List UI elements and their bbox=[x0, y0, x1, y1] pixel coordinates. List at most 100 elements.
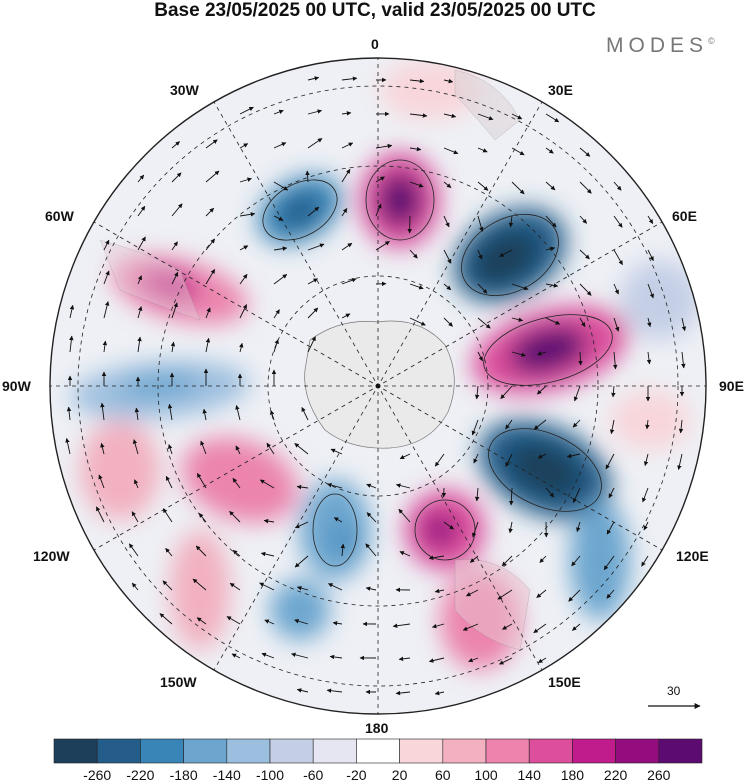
wind-arrow bbox=[235, 404, 241, 421]
wind-arrow bbox=[137, 275, 142, 285]
longitude-label-150w: 150W bbox=[160, 674, 197, 690]
anomaly-blob bbox=[422, 512, 458, 548]
wind-arrow bbox=[301, 406, 309, 421]
colorbar-tick-label: 100 bbox=[474, 767, 498, 783]
wind-arrow bbox=[499, 249, 513, 257]
longitude-label-30e: 30E bbox=[548, 82, 573, 98]
wind-arrow bbox=[259, 479, 275, 489]
wind-arrow bbox=[239, 245, 249, 251]
wind-arrow bbox=[643, 453, 649, 467]
wind-arrow bbox=[511, 317, 524, 322]
wind-arrow bbox=[327, 583, 343, 591]
wind-arrow bbox=[239, 273, 248, 285]
wind-arrow bbox=[296, 484, 309, 490]
wind-arrow bbox=[296, 688, 309, 693]
wind-arrow bbox=[392, 623, 411, 628]
south-america-landmass bbox=[99, 239, 201, 321]
wind-arrow bbox=[137, 236, 146, 251]
wind-arrow bbox=[261, 652, 275, 659]
colorbar-tick-label: -20 bbox=[346, 767, 366, 783]
anomaly-blob bbox=[507, 442, 583, 498]
wind-arrow bbox=[573, 385, 581, 402]
wind-arrow bbox=[340, 543, 346, 557]
wind-arrow bbox=[171, 141, 180, 149]
wind-arrow bbox=[229, 510, 241, 523]
colorbar-box bbox=[485, 738, 530, 764]
wind-arrow bbox=[365, 586, 377, 591]
wind-arrow bbox=[474, 487, 480, 502]
wind-arrow bbox=[131, 511, 139, 523]
wind-arrow bbox=[533, 419, 547, 430]
wind-arrow bbox=[171, 172, 182, 183]
wind-arrow bbox=[294, 555, 309, 568]
wind-arrow bbox=[305, 170, 310, 183]
wind-arrow bbox=[443, 147, 459, 155]
wind-arrow bbox=[395, 690, 411, 696]
brand-text: MODES bbox=[606, 34, 709, 57]
wind-arrow bbox=[677, 453, 683, 471]
wind-arrow bbox=[167, 403, 173, 421]
latitude-circle bbox=[77, 85, 679, 687]
colorbar-tick-label: 260 bbox=[647, 767, 671, 783]
wind-arrow bbox=[545, 147, 554, 154]
wind-arrow bbox=[398, 656, 411, 662]
wind-arrow bbox=[536, 351, 547, 356]
wind-arrow bbox=[327, 482, 343, 489]
wind-arrow bbox=[579, 147, 591, 157]
longitude-label-60w: 60W bbox=[45, 208, 74, 224]
wind-arrow bbox=[578, 351, 583, 366]
wind-arrow bbox=[307, 307, 319, 319]
wind-arrow bbox=[642, 487, 649, 503]
wind-arrow bbox=[613, 181, 622, 191]
wind-arrow bbox=[508, 215, 514, 228]
wind-arrow bbox=[477, 215, 484, 232]
wind-arrow bbox=[474, 385, 480, 400]
colorbar-ticks: -260 -220 -180 -140 -100 -60 -20 20 60 100 140 180 2… bbox=[83, 767, 671, 783]
wind-arrow bbox=[647, 317, 652, 328]
wind-arrow bbox=[477, 351, 483, 362]
wind-arrow bbox=[171, 302, 178, 319]
colorbar-boxes bbox=[53, 738, 703, 764]
longitude-label-90e: 90E bbox=[719, 378, 744, 394]
wind-arrow bbox=[505, 453, 513, 467]
wind-arrow bbox=[477, 147, 488, 153]
wind-arrow bbox=[579, 317, 586, 328]
colorbar: -260 -220 -180 -140 -100 -60 -20 20 60 100 140 180 2… bbox=[53, 738, 703, 783]
wind-arrow bbox=[294, 619, 309, 625]
wind-arrow bbox=[326, 688, 343, 693]
wind-arrow bbox=[291, 652, 309, 659]
wind-arrow bbox=[263, 518, 275, 524]
wind-arrow bbox=[235, 445, 241, 455]
wind-arrow bbox=[260, 551, 275, 557]
wind-arrow bbox=[579, 283, 592, 296]
anomaly-blob bbox=[620, 260, 700, 340]
wind-arrow bbox=[100, 442, 105, 455]
wind-arrow bbox=[511, 283, 529, 291]
longitude-label-0: 0 bbox=[371, 36, 379, 52]
wind-arrow bbox=[477, 113, 494, 121]
wind-arrow bbox=[168, 444, 173, 455]
wind-arrow bbox=[239, 106, 254, 115]
wind-arrow bbox=[239, 177, 252, 183]
colorbar-tick-label: -60 bbox=[303, 767, 323, 783]
longitude-label-120e: 120E bbox=[676, 548, 709, 564]
wind-arrow bbox=[137, 174, 145, 183]
colorbar-tick-label: -140 bbox=[213, 767, 241, 783]
wind-arrow bbox=[545, 113, 560, 123]
wind-arrow bbox=[103, 301, 110, 319]
wind-arrow bbox=[462, 623, 479, 631]
wind-arrow bbox=[239, 342, 244, 353]
wind-arrow bbox=[195, 545, 207, 557]
wind-arrow bbox=[341, 142, 354, 149]
wind-arrow bbox=[226, 616, 241, 625]
wind-arrow bbox=[609, 419, 615, 435]
anomaly-blob bbox=[80, 420, 160, 520]
wind-arrow bbox=[196, 617, 207, 625]
wind-arrow bbox=[131, 582, 139, 591]
wind-arrow bbox=[165, 547, 173, 557]
wind-arrow bbox=[273, 309, 280, 319]
map-title: Base 23/05/2025 00 UTC, valid 23/05/2025… bbox=[154, 0, 596, 21]
wind-arrow bbox=[102, 340, 108, 353]
longitude-label-120w: 120W bbox=[33, 548, 70, 564]
wind-arrow bbox=[128, 543, 139, 557]
